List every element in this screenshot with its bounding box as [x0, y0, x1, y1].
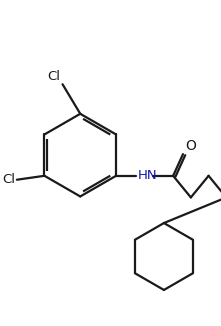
Text: Cl: Cl [48, 70, 61, 83]
Text: Cl: Cl [2, 173, 15, 186]
Text: HN: HN [138, 169, 157, 182]
Text: O: O [185, 139, 196, 153]
